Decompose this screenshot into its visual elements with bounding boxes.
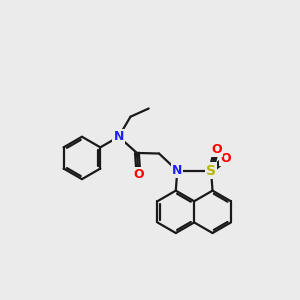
Text: O: O: [211, 143, 222, 156]
Text: N: N: [172, 164, 182, 177]
Text: O: O: [220, 152, 231, 165]
Text: N: N: [113, 130, 124, 143]
Text: S: S: [206, 164, 216, 178]
Text: O: O: [133, 168, 144, 181]
